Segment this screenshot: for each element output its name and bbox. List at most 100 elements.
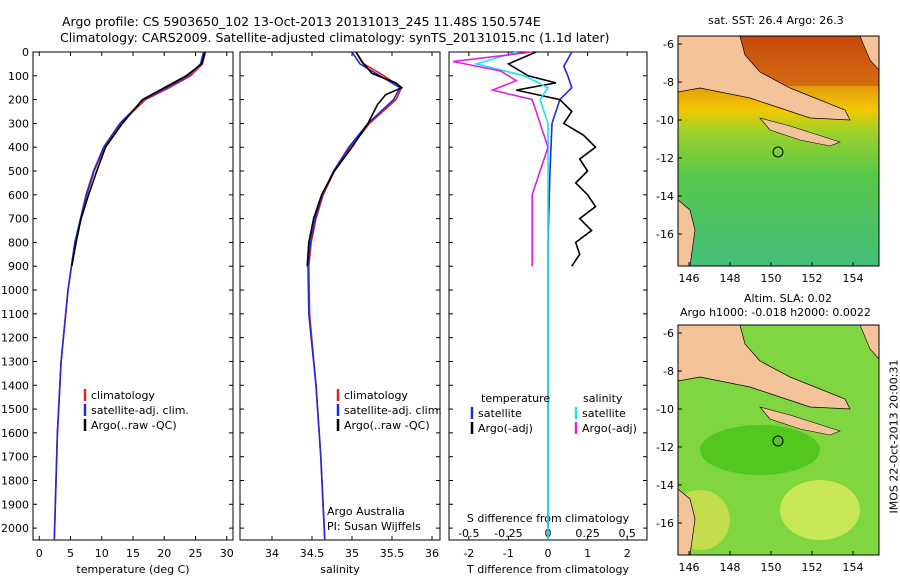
diff-legend-temp-title: temperature: [481, 392, 550, 405]
map-ytick-label: -8: [663, 76, 674, 89]
diff-top-tick-label: -0.5: [458, 527, 479, 540]
figure-title-line2: Climatology: CARS2009. Satellite-adjuste…: [60, 30, 610, 45]
diff-top-tick-label: -0.25: [494, 527, 522, 540]
sla-argo-location: [772, 435, 784, 447]
map-xtick-label: 146: [679, 272, 700, 285]
diff-legend-temp-label: Argo(-adj): [478, 422, 533, 435]
sla-patch-1: [700, 425, 820, 475]
sst-land-aus: [678, 199, 696, 266]
map-ytick-label: -8: [663, 365, 674, 378]
map-ytick-label: -6: [663, 327, 674, 340]
temperature-legend-label: satellite-adj. clim.: [91, 404, 189, 417]
depth-tick-label: 1300: [1, 355, 29, 368]
depth-tick-label: 1600: [1, 427, 29, 440]
differences-xtick-label: 2: [624, 547, 631, 560]
series-satellite-adj-clim-: [53, 51, 205, 541]
map-ytick-label: -10: [656, 403, 674, 416]
temperature-xtick-label: 25: [189, 547, 203, 560]
map-xtick-label: 154: [843, 272, 864, 285]
differences-xtick-label: 0: [545, 547, 552, 560]
sst-map-frame: [677, 35, 880, 267]
depth-tick-label: 500: [8, 165, 29, 178]
sst-land-east: [859, 36, 879, 71]
temperature-frame: [32, 51, 234, 541]
diff-top-tick-label: 0.25: [575, 527, 600, 540]
depth-tick-label: 800: [8, 236, 29, 249]
series-argo-raw-qc-: [71, 51, 206, 267]
sst-argo-location: [772, 146, 784, 158]
sla-land-aus: [678, 488, 696, 555]
salinity-xtick-label: 36: [425, 547, 439, 560]
temperature-xtick-label: 0: [36, 547, 43, 560]
diff-legend-sal-label: Argo(-adj): [582, 422, 637, 435]
sst-map: [677, 35, 880, 267]
map-xtick-label: 152: [802, 272, 823, 285]
temperature-axes: 0100200300400500600700800900100011001200…: [1, 46, 234, 576]
depth-tick-label: 1900: [1, 498, 29, 511]
sla-patch-2: [780, 480, 860, 540]
salinity-xtick-label: 35: [345, 547, 359, 560]
map-ytick-label: -14: [656, 190, 674, 203]
salinity-axes: 34 34.5 35 35.5 36 salinity climatology satelli…: [239, 51, 442, 576]
sst-map-title: sat. SST: 26.4 Argo: 26.3: [708, 14, 844, 27]
map-xtick-label: 148: [720, 272, 741, 285]
diff-legend-sal-title: salinity: [583, 392, 623, 405]
sla-map: [677, 324, 880, 556]
imos-timestamp: IMOS 22-Oct-2013 20:00:31: [887, 359, 900, 514]
map-ytick-label: -14: [656, 479, 674, 492]
differences-xtick-label: -2: [463, 547, 474, 560]
map-xtick-label: 152: [802, 561, 823, 574]
salinity-xlabel: salinity: [320, 563, 360, 576]
map-ticks: 146 148 150 152 154 -6 -8 -10 -12 -14 -16 146 148 150…: [656, 38, 863, 574]
map-ytick-label: -16: [656, 517, 674, 530]
sla-land-png: [678, 325, 851, 410]
map-xtick-label: 146: [679, 561, 700, 574]
sst-land-islands: [759, 117, 841, 147]
sst-land-png: [678, 36, 851, 121]
temperature-xtick-label: 5: [67, 547, 74, 560]
depth-tick-label: 600: [8, 189, 29, 202]
temperature-xlabel: temperature (deg C): [76, 563, 189, 576]
series-s-satellite: [473, 51, 550, 540]
depth-tick-label: 2000: [1, 522, 29, 535]
temperature-legend-label: Argo(..raw -QC): [91, 419, 177, 432]
map-ytick-label: -16: [656, 228, 674, 241]
diff-xlabel-bottom: T difference from climatology: [466, 563, 629, 576]
sla-land-east: [859, 325, 879, 360]
map-ytick-label: -12: [656, 152, 674, 165]
sla-map-frame: [677, 324, 880, 556]
temperature-xtick-label: 10: [95, 547, 109, 560]
series-argo-raw-qc-: [306, 51, 404, 267]
depth-tick-label: 1400: [1, 379, 29, 392]
depth-tick-label: 700: [8, 213, 29, 226]
temperature-xtick-label: 20: [157, 547, 171, 560]
differences-xtick-label: -1: [503, 547, 514, 560]
map-ytick-label: -6: [663, 38, 674, 51]
depth-tick-label: 1500: [1, 403, 29, 416]
sla-map-title-line2: Argo h1000: -0.018 h2000: 0.0022: [680, 306, 871, 319]
salinity-legend-label: Argo(..raw -QC): [344, 419, 430, 432]
map-ytick-label: -10: [656, 114, 674, 127]
figure-title-line1: Argo profile: CS 5903650_102 13-Oct-2013…: [62, 14, 541, 29]
depth-tick-label: 200: [8, 94, 29, 107]
series-t-argo-adj-: [506, 51, 597, 267]
map-xtick-label: 150: [761, 272, 782, 285]
depth-tick-label: 1700: [1, 451, 29, 464]
sla-land-islands: [759, 406, 841, 436]
differences-xtick-label: 1: [584, 547, 591, 560]
depth-tick-label: 300: [8, 117, 29, 130]
map-xtick-label: 148: [720, 561, 741, 574]
depth-tick-label: 900: [8, 260, 29, 273]
series-s-argo-adj-: [452, 51, 549, 267]
salinity-xtick-label: 34: [265, 547, 279, 560]
temperature-xtick-label: 15: [126, 547, 140, 560]
diff-legend-sal-label: satellite: [582, 407, 626, 420]
depth-tick-label: 1800: [1, 474, 29, 487]
depth-tick-label: 400: [8, 141, 29, 154]
salinity-annotation-1: Argo Australia: [327, 505, 405, 518]
salinity-legend-label: climatology: [344, 389, 408, 402]
temperature-xtick-label: 30: [220, 547, 234, 560]
salinity-xtick-label: 34.5: [300, 547, 325, 560]
salinity-legend-label: satellite-adj. clim.: [344, 404, 442, 417]
